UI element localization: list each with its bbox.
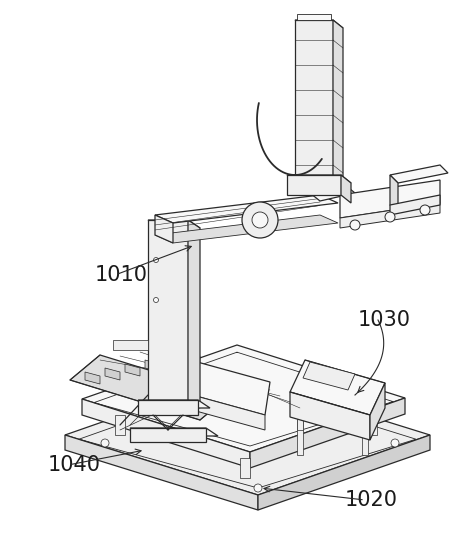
Polygon shape <box>105 368 120 380</box>
Polygon shape <box>82 345 405 452</box>
Polygon shape <box>258 435 430 510</box>
Polygon shape <box>165 356 180 368</box>
Polygon shape <box>240 458 250 478</box>
Polygon shape <box>148 220 188 400</box>
Polygon shape <box>155 195 338 223</box>
Polygon shape <box>362 415 368 455</box>
Polygon shape <box>188 220 200 408</box>
Polygon shape <box>295 20 333 175</box>
Polygon shape <box>333 20 343 183</box>
Polygon shape <box>115 415 125 435</box>
Polygon shape <box>367 415 377 435</box>
Circle shape <box>154 257 158 262</box>
Polygon shape <box>390 165 448 183</box>
Polygon shape <box>125 364 140 376</box>
Text: 1020: 1020 <box>345 490 398 510</box>
Circle shape <box>101 439 109 447</box>
Polygon shape <box>303 362 355 390</box>
Polygon shape <box>65 435 258 510</box>
Polygon shape <box>82 399 250 468</box>
Polygon shape <box>362 390 368 430</box>
Polygon shape <box>297 415 303 455</box>
Polygon shape <box>130 428 218 436</box>
Polygon shape <box>113 340 148 350</box>
Text: 1010: 1010 <box>95 265 148 285</box>
Polygon shape <box>148 220 200 228</box>
Polygon shape <box>287 175 351 183</box>
Polygon shape <box>370 383 385 440</box>
Polygon shape <box>287 175 341 195</box>
Text: 1030: 1030 <box>358 310 411 330</box>
Polygon shape <box>390 175 398 213</box>
Polygon shape <box>295 20 343 28</box>
Polygon shape <box>70 355 230 420</box>
Circle shape <box>420 205 430 215</box>
Polygon shape <box>290 392 370 440</box>
Circle shape <box>391 439 399 447</box>
Circle shape <box>254 484 262 492</box>
Polygon shape <box>340 203 440 228</box>
Polygon shape <box>340 180 440 218</box>
Polygon shape <box>185 352 200 364</box>
Polygon shape <box>310 185 355 201</box>
Polygon shape <box>250 398 405 468</box>
Circle shape <box>233 386 241 394</box>
Polygon shape <box>145 360 160 372</box>
Polygon shape <box>138 400 198 415</box>
Polygon shape <box>130 428 206 442</box>
Polygon shape <box>185 393 265 430</box>
Polygon shape <box>65 375 430 495</box>
Polygon shape <box>297 390 303 430</box>
Polygon shape <box>185 360 270 415</box>
Polygon shape <box>297 14 331 20</box>
Text: 1040: 1040 <box>48 455 101 475</box>
Circle shape <box>242 202 278 238</box>
Circle shape <box>350 220 360 230</box>
Circle shape <box>385 212 395 222</box>
Circle shape <box>252 212 268 228</box>
Polygon shape <box>155 215 173 243</box>
Polygon shape <box>341 175 351 203</box>
Polygon shape <box>290 360 385 415</box>
Circle shape <box>154 298 158 302</box>
Polygon shape <box>85 372 100 384</box>
Polygon shape <box>390 195 440 215</box>
Polygon shape <box>155 215 338 243</box>
Polygon shape <box>138 400 210 408</box>
